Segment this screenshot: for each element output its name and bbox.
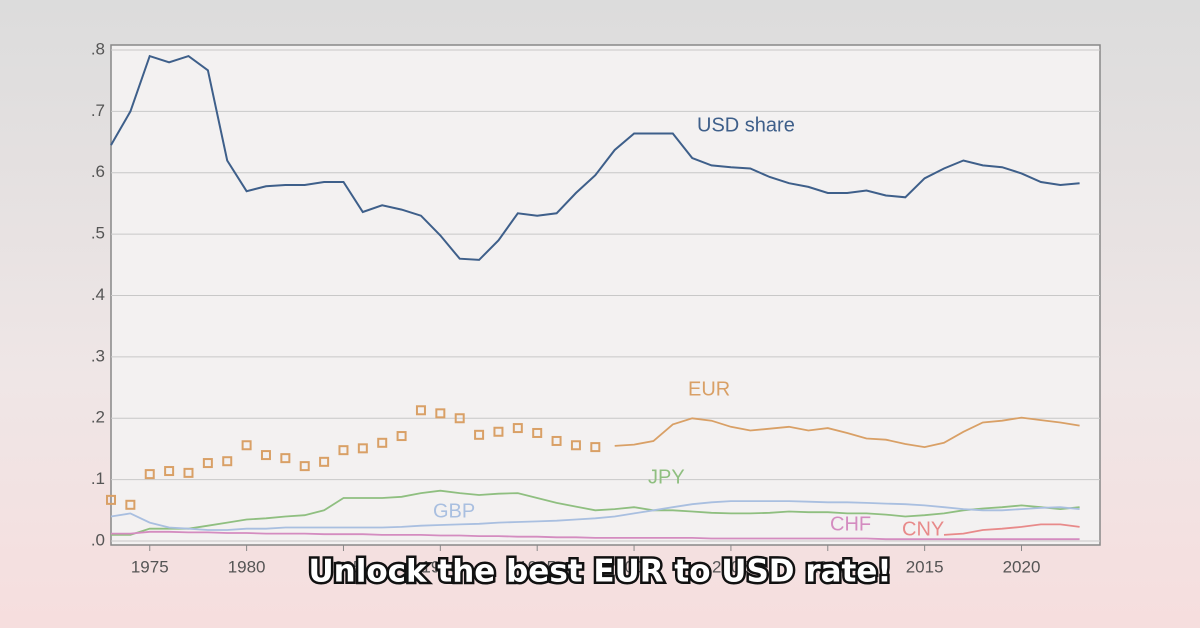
marker bbox=[357, 443, 368, 454]
x-tick-label: 2020 bbox=[1003, 557, 1041, 576]
marker bbox=[125, 499, 136, 510]
marker bbox=[338, 445, 349, 456]
y-tick-label: .0 bbox=[91, 530, 105, 549]
series-label: EUR bbox=[688, 378, 730, 400]
series-line bbox=[110, 500, 1080, 531]
series-line bbox=[110, 54, 1080, 261]
x-tick-label: 2010 bbox=[809, 557, 847, 576]
marker bbox=[222, 456, 233, 467]
y-tick-label: .5 bbox=[91, 224, 105, 243]
marker bbox=[377, 437, 388, 448]
marker bbox=[512, 423, 523, 434]
marker bbox=[202, 458, 213, 469]
x-tick-label: 1980 bbox=[228, 557, 266, 576]
marker bbox=[106, 494, 116, 505]
marker bbox=[435, 408, 446, 419]
y-tick-label: .4 bbox=[91, 285, 105, 304]
y-tick-label: .3 bbox=[91, 346, 105, 365]
marker bbox=[551, 435, 562, 446]
marker bbox=[183, 467, 194, 478]
series-label: GBP bbox=[433, 500, 475, 522]
series-label: JPY bbox=[648, 466, 685, 488]
y-tick-label: .7 bbox=[91, 101, 105, 120]
marker bbox=[532, 427, 543, 438]
series-line bbox=[943, 523, 1080, 536]
series-label: USD share bbox=[697, 114, 795, 136]
overlay-banner: Unlock the best EUR to USD rate! bbox=[308, 554, 891, 590]
marker bbox=[415, 405, 426, 416]
marker bbox=[493, 426, 504, 437]
marker bbox=[241, 440, 252, 451]
x-tick-label: 2015 bbox=[906, 557, 944, 576]
series-label: CHF bbox=[830, 513, 871, 535]
series-line bbox=[111, 530, 1080, 541]
x-tick-label: 2005 bbox=[712, 557, 750, 576]
y-tick-label: .2 bbox=[91, 408, 105, 427]
marker bbox=[454, 413, 465, 424]
marker bbox=[474, 429, 485, 440]
x-tick-label: 1975 bbox=[131, 557, 169, 576]
marker bbox=[299, 461, 310, 472]
series-line bbox=[614, 416, 1080, 449]
marker bbox=[590, 442, 601, 453]
x-tick-label: 1985 bbox=[325, 557, 363, 576]
y-tick-label: .8 bbox=[91, 39, 105, 58]
x-tick-label: 1990 bbox=[421, 557, 459, 576]
y-tick-label: .6 bbox=[91, 162, 105, 181]
marker bbox=[570, 440, 581, 451]
marker bbox=[396, 431, 407, 442]
x-tick-label: 1995 bbox=[518, 557, 556, 576]
series-line bbox=[111, 489, 1080, 536]
y-tick-label: .1 bbox=[91, 469, 105, 488]
marker bbox=[164, 466, 175, 477]
x-tick-label: 2000 bbox=[615, 557, 653, 576]
marker bbox=[144, 469, 155, 480]
marker bbox=[280, 453, 291, 464]
plot-layer: .0 .1 .2 .3 .4 .5 .6 .7 .8 1975 1980 1985 1990 1995 20… bbox=[91, 39, 1100, 576]
marker bbox=[260, 450, 271, 461]
marker bbox=[319, 456, 330, 467]
series-label: CNY bbox=[902, 518, 944, 540]
